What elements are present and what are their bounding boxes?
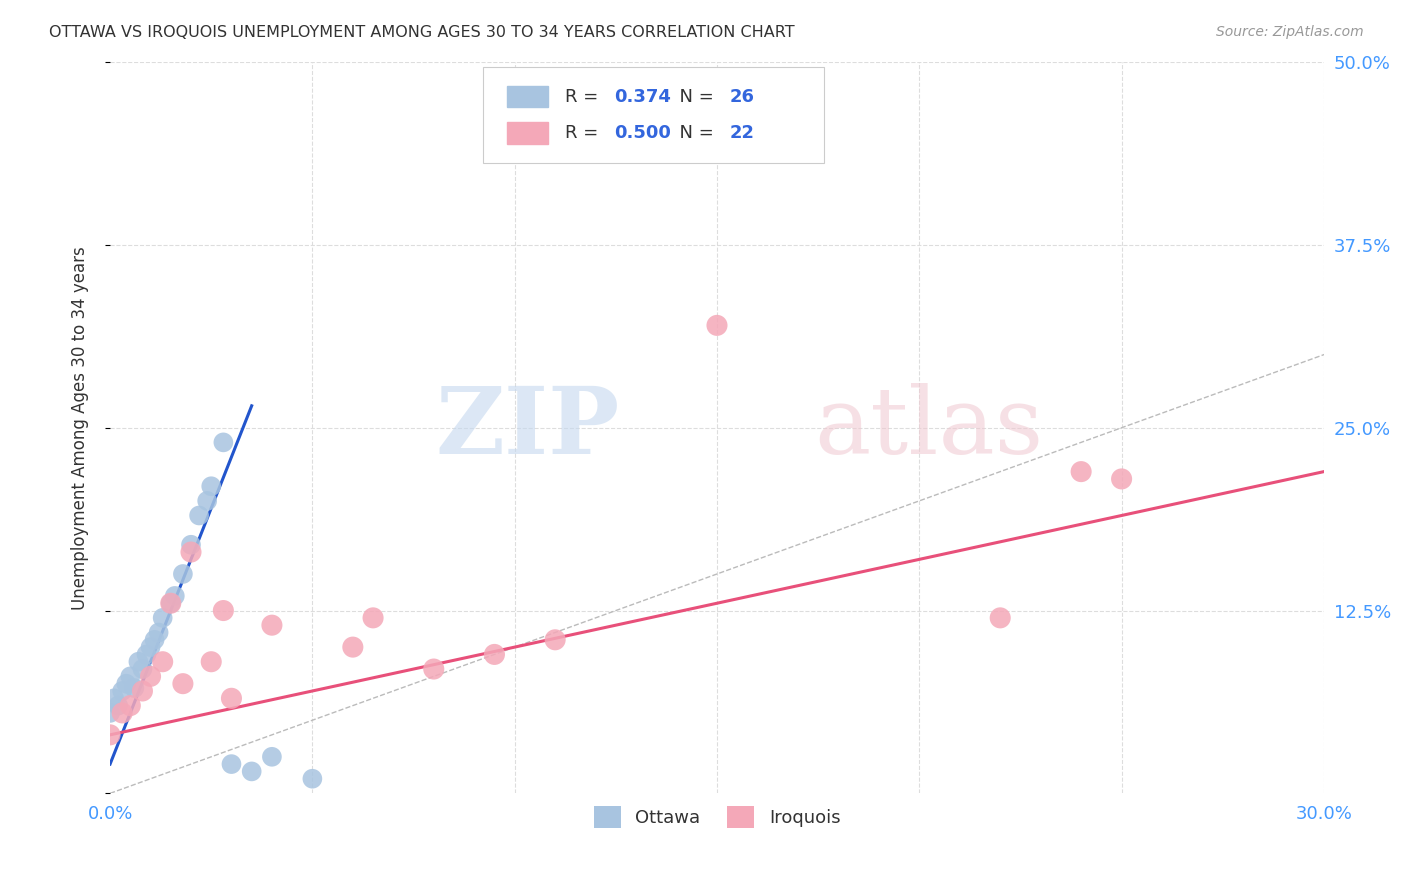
- Point: [423, 662, 446, 676]
- Point: [152, 655, 174, 669]
- Point: [152, 611, 174, 625]
- Point: [200, 479, 222, 493]
- Text: 26: 26: [730, 87, 754, 105]
- Point: [115, 676, 138, 690]
- Point: [111, 706, 134, 720]
- Point: [484, 648, 506, 662]
- FancyBboxPatch shape: [482, 67, 824, 163]
- Point: [163, 589, 186, 603]
- Text: N =: N =: [668, 124, 720, 142]
- Point: [342, 640, 364, 654]
- Point: [131, 684, 153, 698]
- Point: [180, 538, 202, 552]
- Point: [1111, 472, 1133, 486]
- Point: [240, 764, 263, 779]
- Text: Source: ZipAtlas.com: Source: ZipAtlas.com: [1216, 25, 1364, 39]
- Point: [988, 611, 1011, 625]
- Point: [120, 669, 142, 683]
- Point: [180, 545, 202, 559]
- Point: [143, 632, 166, 647]
- Point: [127, 655, 149, 669]
- Point: [124, 681, 146, 695]
- Point: [148, 625, 170, 640]
- Point: [159, 596, 181, 610]
- Point: [139, 669, 162, 683]
- Point: [107, 698, 129, 713]
- Point: [172, 566, 194, 581]
- Point: [159, 596, 181, 610]
- Point: [200, 655, 222, 669]
- Point: [301, 772, 323, 786]
- Legend: Ottawa, Iroquois: Ottawa, Iroquois: [586, 799, 848, 836]
- Point: [139, 640, 162, 654]
- Point: [172, 676, 194, 690]
- Text: 22: 22: [730, 124, 754, 142]
- Point: [111, 684, 134, 698]
- Text: N =: N =: [668, 87, 720, 105]
- Point: [212, 435, 235, 450]
- Text: 0.500: 0.500: [614, 124, 671, 142]
- Point: [195, 494, 218, 508]
- Point: [103, 691, 125, 706]
- Text: OTTAWA VS IROQUOIS UNEMPLOYMENT AMONG AGES 30 TO 34 YEARS CORRELATION CHART: OTTAWA VS IROQUOIS UNEMPLOYMENT AMONG AG…: [49, 25, 794, 40]
- Point: [260, 618, 283, 632]
- Point: [221, 691, 243, 706]
- Point: [98, 706, 121, 720]
- Point: [544, 632, 567, 647]
- FancyBboxPatch shape: [508, 122, 548, 144]
- Point: [188, 508, 211, 523]
- Text: ZIP: ZIP: [436, 383, 620, 473]
- Text: R =: R =: [565, 87, 605, 105]
- Text: 0.374: 0.374: [614, 87, 671, 105]
- Point: [135, 648, 157, 662]
- Point: [98, 728, 121, 742]
- Y-axis label: Unemployment Among Ages 30 to 34 years: Unemployment Among Ages 30 to 34 years: [72, 246, 89, 609]
- FancyBboxPatch shape: [508, 86, 548, 107]
- Point: [1070, 465, 1092, 479]
- Text: atlas: atlas: [814, 383, 1043, 473]
- Point: [212, 603, 235, 617]
- Point: [221, 757, 243, 772]
- Point: [131, 662, 153, 676]
- Point: [260, 749, 283, 764]
- Point: [706, 318, 728, 333]
- Text: R =: R =: [565, 124, 605, 142]
- Point: [120, 698, 142, 713]
- Point: [361, 611, 384, 625]
